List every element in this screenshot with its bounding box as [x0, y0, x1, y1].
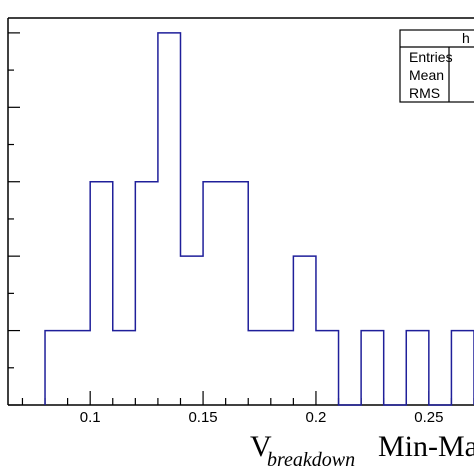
histogram-bin — [203, 182, 226, 405]
histogram-bin — [135, 182, 158, 405]
histogram-bin — [293, 256, 316, 405]
stats-box-title: h — [462, 30, 470, 46]
histogram-bin — [226, 182, 249, 405]
x-tick-labels: 0.1 0.15 0.2 0.25 — [80, 409, 444, 426]
histogram-bin — [406, 331, 429, 405]
stats-box: h Entries Mean RMS — [399, 29, 474, 103]
x-axis-title-main: V — [250, 430, 272, 463]
histogram-bin — [271, 331, 294, 405]
histogram-bin — [113, 331, 136, 405]
histogram-outline — [44, 32, 474, 406]
histogram-bin — [45, 331, 68, 405]
x-axis-title-suffix: Min-Ma — [378, 430, 474, 463]
x-tick-label: 0.1 — [80, 409, 101, 426]
stats-row-mean: Mean — [409, 67, 444, 83]
x-tick-label: 0.15 — [188, 409, 217, 426]
histogram-bin — [248, 331, 271, 405]
x-axis-title: V breakdown Min-Ma — [250, 430, 474, 471]
x-axis-title-subscript: breakdown — [267, 449, 355, 471]
histogram-bin — [90, 182, 113, 405]
histogram-bin — [180, 256, 203, 405]
histogram-bin — [316, 331, 339, 405]
x-tick-label: 0.2 — [306, 409, 327, 426]
x-tick-label: 0.25 — [414, 409, 443, 426]
histogram-bin — [68, 331, 91, 405]
histogram-bin — [361, 331, 384, 405]
histogram-bin — [158, 33, 181, 405]
stats-row-rms: RMS — [409, 85, 440, 101]
y-axis-ticks — [8, 32, 20, 406]
histogram-bin — [451, 331, 474, 405]
stats-row-entries: Entries — [409, 49, 453, 65]
